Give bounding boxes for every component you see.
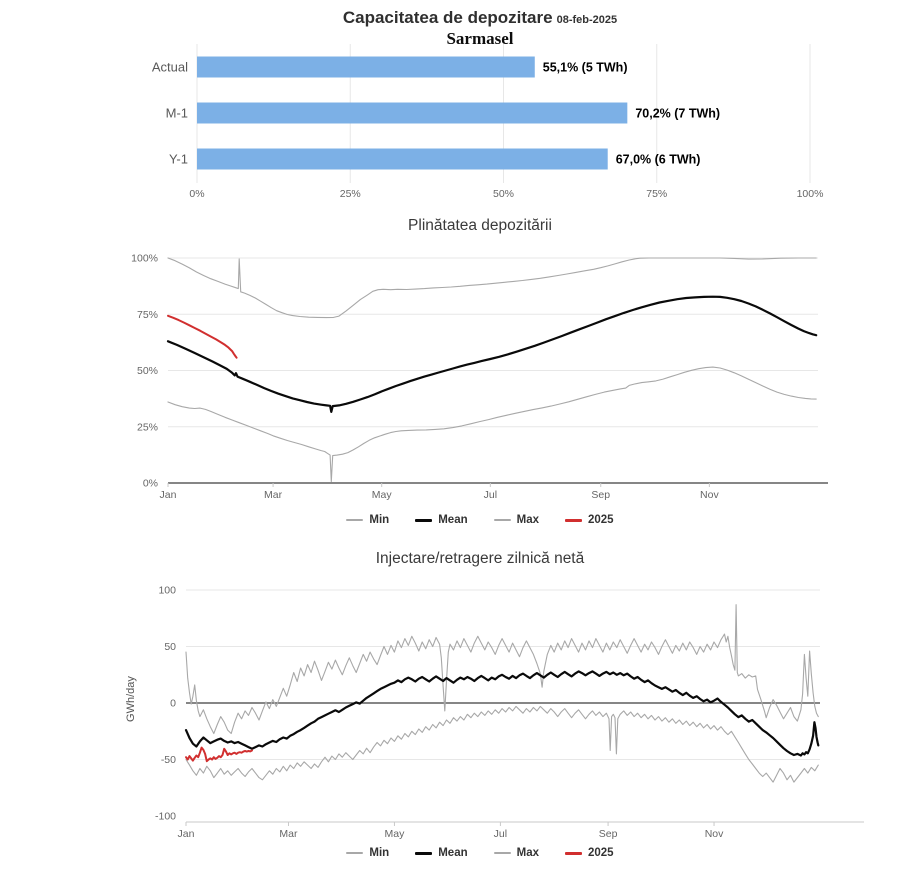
bar-y-1[interactable] xyxy=(197,148,608,170)
x-tick-label: Sep xyxy=(591,489,610,501)
legend-item-max[interactable]: Max xyxy=(493,514,539,526)
y-tick-label: 50 xyxy=(164,641,176,653)
bar-value-label: 67,0% (6 TWh) xyxy=(616,153,701,167)
x-tick-label: 0% xyxy=(189,188,204,200)
legend-label: Max xyxy=(516,514,539,526)
capacity-bar-chart: 0% 25% 50% 75% 100% Actual 55,1% (5 TWh) M-1 70,… xyxy=(152,44,824,200)
legend-swatch-2025 xyxy=(565,851,582,855)
series-line-max xyxy=(185,604,819,735)
series-line-mean xyxy=(184,670,820,757)
y-tick-label: -100 xyxy=(155,811,176,823)
legend-item-mean[interactable]: Mean xyxy=(415,847,468,859)
bar-chart-title: Capacitatea de depozitare 08-feb-2025 xyxy=(45,8,915,28)
legend-label: 2025 xyxy=(588,514,614,526)
y-tick-label: -50 xyxy=(161,754,176,766)
legend-swatch-mean xyxy=(415,518,433,522)
legend-item-max[interactable]: Max xyxy=(493,847,539,859)
series-line-mean xyxy=(166,295,818,413)
bar-m-1[interactable] xyxy=(197,102,628,124)
x-tick-label: 25% xyxy=(340,188,361,200)
bar-category-label: Y-1 xyxy=(169,152,188,167)
x-tick-label: May xyxy=(385,828,406,840)
bar-chart-subtitle: Sarmasel xyxy=(446,29,514,48)
bar-actual[interactable] xyxy=(197,56,535,78)
series-line-max xyxy=(167,257,817,319)
series-line-min xyxy=(185,705,819,783)
x-tick-label: Mar xyxy=(264,489,283,501)
net-injection-withdrawal-chart: -100 -50 0 50 100 Jan Mar May Jul Sep Nov xyxy=(155,585,864,840)
bar-category-label: Actual xyxy=(152,60,188,75)
net-flow-chart-title: Injectare/retragere zilnică netă xyxy=(375,550,585,567)
y-tick-label: 25% xyxy=(137,421,158,433)
x-tick-label: Jul xyxy=(484,489,497,501)
legend-item-mean[interactable]: Mean xyxy=(415,514,468,526)
legend-label: Mean xyxy=(438,847,468,859)
series-line-min xyxy=(167,366,817,483)
bar-value-label: 70,2% (7 TWh) xyxy=(635,107,720,121)
legend-swatch-max xyxy=(493,852,511,854)
legend-swatch-mean xyxy=(415,851,433,855)
legend-item-2025[interactable]: 2025 xyxy=(565,514,614,526)
x-tick-label: Nov xyxy=(700,489,719,501)
fullness-chart-title: Plinătatea depozitării xyxy=(408,217,552,234)
legend-item-min[interactable]: Min xyxy=(346,847,389,859)
y-tick-label: 100 xyxy=(158,585,176,597)
x-tick-label: Mar xyxy=(279,828,298,840)
legend-label: Min xyxy=(369,514,390,526)
legend-label: Min xyxy=(369,847,390,859)
x-tick-label: 100% xyxy=(797,188,824,200)
bar-chart-title-text: Capacitatea de depozitare xyxy=(342,8,553,27)
bar-value-label: 55,1% (5 TWh) xyxy=(543,61,628,75)
x-tick-label: Jan xyxy=(160,489,177,501)
legend-label: 2025 xyxy=(588,847,614,859)
legend-item-min[interactable]: Min xyxy=(346,514,389,526)
fullness-chart-legend: Min Mean Max 2025 xyxy=(45,514,915,526)
storage-fullness-chart: 0% 25% 50% 75% 100% Jan Mar May Jul Sep Nov xyxy=(131,253,828,501)
y-tick-label: 75% xyxy=(137,309,158,321)
y-tick-label: 100% xyxy=(131,253,158,265)
x-tick-label: Sep xyxy=(599,828,618,840)
x-tick-label: 50% xyxy=(493,188,514,200)
legend-swatch-min xyxy=(346,852,364,854)
x-tick-label: May xyxy=(372,489,393,501)
y-tick-label: 0% xyxy=(143,478,158,490)
y-tick-label: 0 xyxy=(170,698,176,710)
legend-item-2025[interactable]: 2025 xyxy=(565,847,614,859)
x-tick-label: Nov xyxy=(705,828,724,840)
legend-label: Mean xyxy=(438,514,468,526)
legend-label: Max xyxy=(516,847,539,859)
series-line-2025 xyxy=(167,314,238,359)
legend-swatch-max xyxy=(493,519,511,521)
report-date: 08-feb-2025 xyxy=(556,14,618,26)
series-line-2025 xyxy=(185,746,253,763)
net-flow-chart-legend: Min Mean Max 2025 xyxy=(45,847,915,859)
x-tick-label: Jul xyxy=(494,828,507,840)
y-tick-label: 50% xyxy=(137,365,158,377)
x-tick-label: Jan xyxy=(178,828,195,840)
legend-swatch-2025 xyxy=(565,518,582,522)
bar-category-label: M-1 xyxy=(166,106,188,121)
legend-swatch-min xyxy=(346,519,364,521)
x-tick-label: 75% xyxy=(646,188,667,200)
